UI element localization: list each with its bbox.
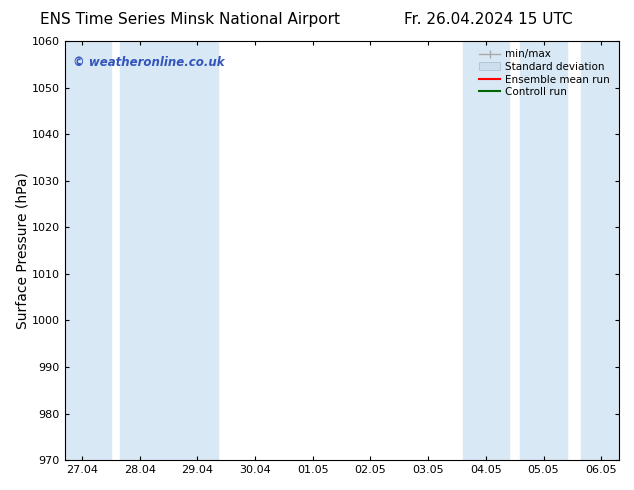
Bar (65, 41, 111, 460)
Bar (120, 41, 217, 460)
Text: © weatheronline.co.uk: © weatheronline.co.uk (73, 56, 224, 69)
Bar (463, 41, 509, 460)
Y-axis label: Surface Pressure (hPa): Surface Pressure (hPa) (15, 172, 29, 329)
Bar (581, 41, 619, 460)
Bar (521, 41, 567, 460)
Text: Fr. 26.04.2024 15 UTC: Fr. 26.04.2024 15 UTC (404, 12, 573, 27)
Legend: min/max, Standard deviation, Ensemble mean run, Controll run: min/max, Standard deviation, Ensemble me… (476, 46, 613, 100)
Text: ENS Time Series Minsk National Airport: ENS Time Series Minsk National Airport (40, 12, 340, 27)
